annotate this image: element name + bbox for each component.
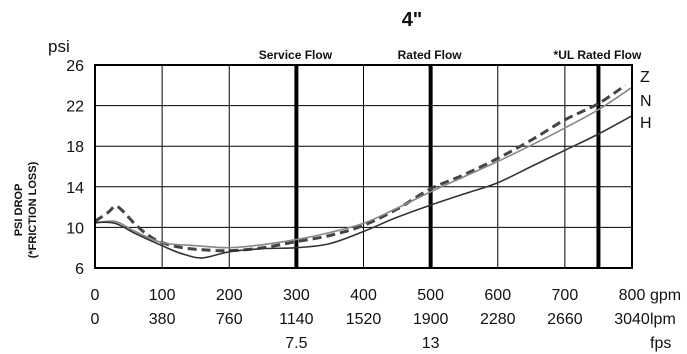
series-label-z: Z [640, 69, 650, 86]
series-line-h [94, 115, 633, 259]
y-tick-label: 22 [66, 99, 84, 116]
x-tick-label-fps: 13 [422, 335, 440, 352]
x-tick-label-gpm: 0 [91, 287, 100, 304]
x-tick-label-lpm: 1520 [346, 311, 382, 328]
x-tick-label-gpm: 700 [552, 287, 579, 304]
x-tick-label-gpm: 200 [216, 287, 243, 304]
plot-border [94, 64, 633, 269]
plot-frame [94, 64, 633, 269]
y-tick-label: 18 [66, 139, 84, 156]
y-unit-label: psi [48, 37, 70, 56]
series-labels: ZNH [640, 69, 652, 132]
grid [94, 64, 633, 269]
y-tick-label: 6 [75, 261, 84, 278]
x-ticks: 0 100 200 300 400 500 600 700 800 gpm 0 380 760 1140 1… [91, 287, 682, 352]
flow-markers: Service Flow Rated Flow *UL Rated Flow [259, 48, 642, 268]
x-unit-label-fps: fps [650, 335, 671, 352]
y-axis-label-line1: PSI DROP [13, 184, 25, 237]
x-tick-label-lpm: 1900 [413, 311, 449, 328]
x-tick-label-gpm: 600 [484, 287, 511, 304]
x-unit-label-gpm: gpm [650, 287, 681, 304]
x-tick-label-lpm: 380 [149, 311, 176, 328]
y-tick-label: 26 [66, 58, 84, 75]
x-tick-label-gpm: 500 [417, 287, 444, 304]
x-tick-label-fps: 7.5 [285, 335, 307, 352]
chart-title: 4" [402, 9, 423, 31]
series-label-n: N [640, 93, 652, 110]
flow-marker-label: Service Flow [259, 48, 333, 62]
series-label-h: H [640, 115, 652, 132]
y-axis-label: PSI DROP (*FRICTION LOSS) [13, 161, 39, 258]
x-tick-label-lpm: 760 [216, 311, 243, 328]
x-tick-label-gpm: 300 [283, 287, 310, 304]
x-unit-label-lpm: lpm [650, 311, 676, 328]
x-tick-label-lpm: 0 [91, 311, 100, 328]
x-tick-label-lpm: 3040 [614, 311, 650, 328]
x-tick-label-gpm: 100 [149, 287, 176, 304]
flow-marker-label: *UL Rated Flow [554, 48, 642, 62]
series-line-z [94, 84, 627, 253]
x-tick-label-lpm: 1140 [279, 311, 314, 328]
x-tick-label-lpm: 2280 [480, 311, 516, 328]
y-ticks: 26 22 18 14 10 6 [66, 58, 84, 278]
flow-marker-label: Rated Flow [398, 48, 463, 62]
y-tick-label: 10 [66, 220, 84, 237]
y-tick-label: 14 [66, 180, 84, 197]
x-tick-label-lpm: 2660 [547, 311, 583, 328]
x-tick-label-gpm: 400 [350, 287, 377, 304]
data-series [94, 84, 633, 259]
x-tick-label-gpm: 800 [619, 287, 646, 304]
series-line-n [94, 86, 633, 249]
y-axis-label-line2: (*FRICTION LOSS) [27, 161, 39, 258]
